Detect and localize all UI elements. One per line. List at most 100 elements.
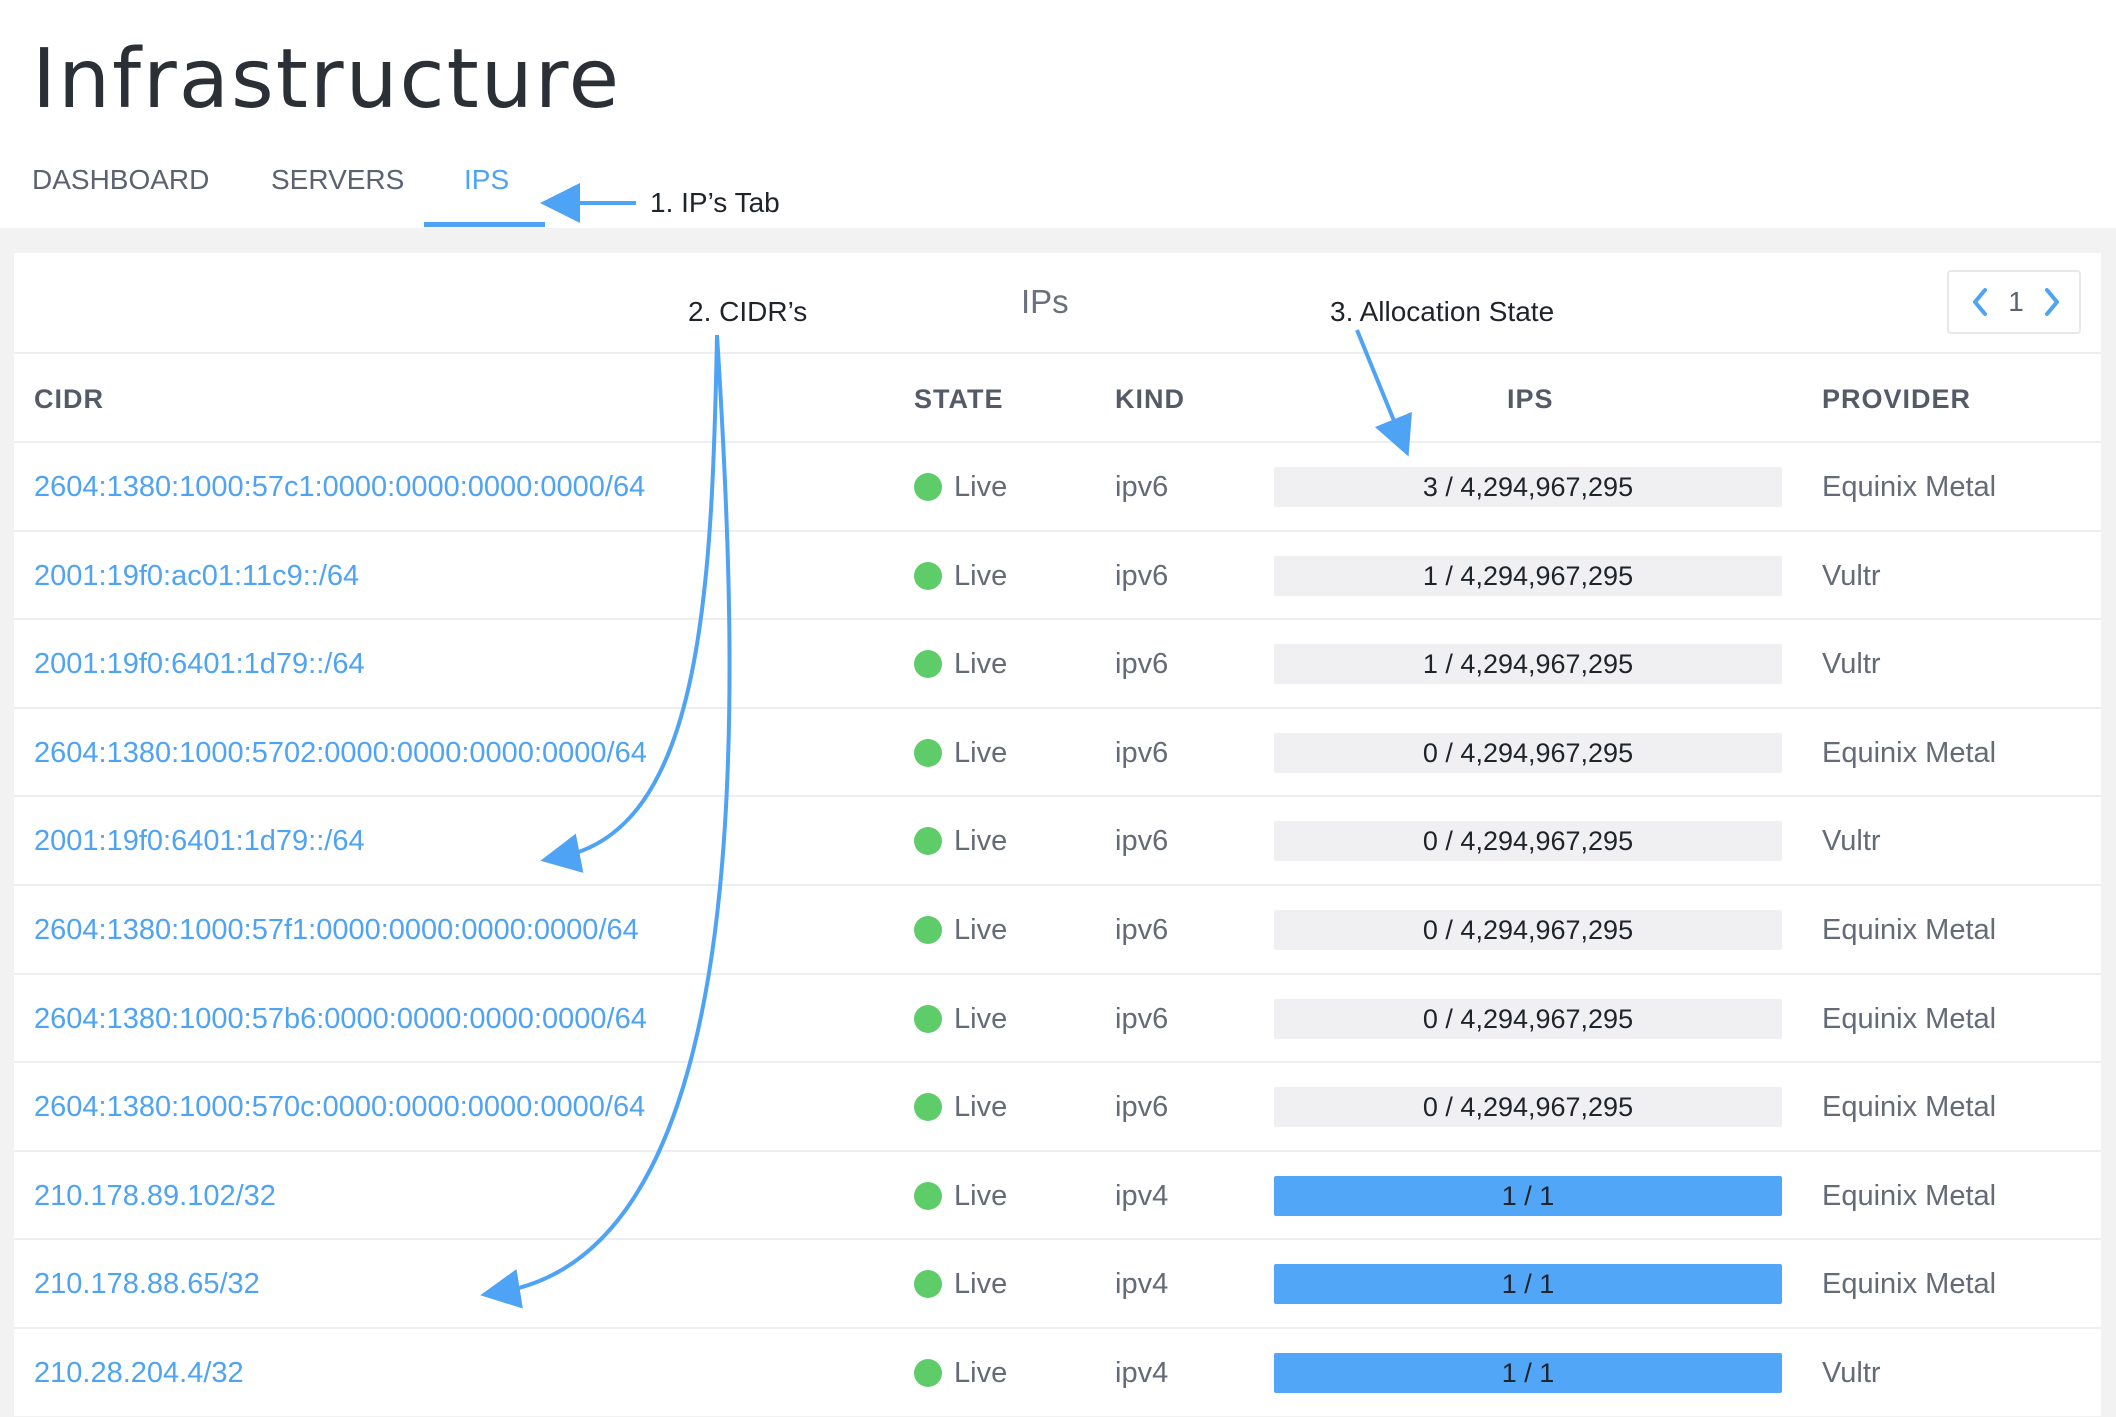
tab-ips[interactable]: IPS: [464, 164, 510, 195]
status-dot-icon: [914, 827, 942, 855]
column-header-state[interactable]: STATE: [914, 384, 1004, 414]
kind-cell: ipv6: [1115, 737, 1169, 769]
status-dot-icon: [914, 562, 942, 590]
annotation-tab: 1. IP’s Tab: [650, 187, 780, 218]
row-divider: [14, 1238, 2101, 1240]
tab-dashboard[interactable]: DASHBOARD: [32, 164, 210, 195]
table-row[interactable]: 2604:1380:1000:5702:0000:0000:0000:0000/…: [14, 709, 2101, 797]
pagination: 1: [1947, 270, 2081, 334]
kind-cell: ipv4: [1115, 1180, 1169, 1212]
cidr-link[interactable]: 2001:19f0:6401:1d79::/64: [34, 648, 365, 680]
status-dot-icon: [914, 739, 942, 767]
provider-cell: Equinix Metal: [1822, 914, 1997, 946]
kind-cell: ipv6: [1115, 648, 1169, 680]
column-header-provider[interactable]: PROVIDER: [1822, 384, 1972, 414]
allocation-bar: 1 / 1: [1274, 1264, 1782, 1304]
provider-cell: Equinix Metal: [1822, 471, 1997, 503]
tab-servers[interactable]: SERVERS: [271, 164, 405, 195]
table-row[interactable]: 2604:1380:1000:57f1:0000:0000:0000:0000/…: [14, 886, 2101, 974]
allocation-bar: 1 / 4,294,967,295: [1274, 556, 1782, 596]
row-divider: [14, 795, 2101, 797]
kind-cell: ipv6: [1115, 825, 1169, 857]
allocation-label: 1 / 1: [1501, 1181, 1555, 1211]
allocation-label: 0 / 4,294,967,295: [1422, 1092, 1634, 1122]
status-dot-icon: [914, 1270, 942, 1298]
cidr-link[interactable]: 2604:1380:1000:57c1:0000:0000:0000:0000/…: [34, 471, 646, 503]
table-row[interactable]: 2604:1380:1000:570c:0000:0000:0000:0000/…: [14, 1063, 2101, 1151]
chevron-left-icon[interactable]: [1963, 282, 1999, 322]
status-dot-icon: [914, 1182, 942, 1210]
tab-bar: DASHBOARD SERVERS IPS: [0, 150, 800, 228]
table-row[interactable]: 2604:1380:1000:57b6:0000:0000:0000:0000/…: [14, 975, 2101, 1063]
state-label: Live: [954, 648, 1008, 680]
row-divider: [14, 707, 2101, 709]
table-row[interactable]: 2001:19f0:ac01:11c9::/64 Live ipv6 1 / 4,29…: [14, 532, 2101, 620]
status-dot-icon: [914, 1359, 942, 1387]
provider-cell: Vultr: [1822, 825, 1881, 857]
cidr-link[interactable]: 2604:1380:1000:57b6:0000:0000:0000:0000/…: [34, 1003, 647, 1035]
provider-cell: Equinix Metal: [1822, 1091, 1997, 1123]
allocation-bar: 0 / 4,294,967,295: [1274, 733, 1782, 773]
state-label: Live: [954, 914, 1008, 946]
allocation-bar: 1 / 4,294,967,295: [1274, 644, 1782, 684]
table-row[interactable]: 210.178.88.65/32 Live ipv4 1 / 1 Equinix Met…: [14, 1240, 2101, 1328]
status-dot-icon: [914, 1093, 942, 1121]
cidr-link[interactable]: 2001:19f0:ac01:11c9::/64: [34, 560, 360, 592]
status-dot-icon: [914, 916, 942, 944]
status-dot-icon: [914, 650, 942, 678]
page-title: Infrastructure: [32, 32, 622, 127]
column-header-kind[interactable]: KIND: [1115, 384, 1185, 414]
cidr-link[interactable]: 2604:1380:1000:57f1:0000:0000:0000:0000/…: [34, 914, 639, 946]
allocation-bar-fill: [1274, 1176, 1782, 1216]
chevron-right-icon[interactable]: [2033, 282, 2069, 322]
allocation-bar: 1 / 1: [1274, 1176, 1782, 1216]
column-header-ips[interactable]: IPS: [1507, 384, 1554, 414]
row-divider: [14, 1061, 2101, 1063]
kind-cell: ipv6: [1115, 471, 1169, 503]
state-label: Live: [954, 737, 1008, 769]
table-row[interactable]: 210.28.204.4/32 Live ipv4 1 / 1 Vultr: [14, 1329, 2101, 1417]
active-tab-indicator: [424, 222, 545, 227]
status-dot-icon: [914, 473, 942, 501]
state-label: Live: [954, 1357, 1008, 1389]
annotation-cidrs: 2. CIDR’s: [688, 296, 808, 327]
allocation-bar-fill: [1274, 1264, 1782, 1304]
annotation-allocation: 3. Allocation State: [1330, 296, 1555, 327]
allocation-label: 1 / 1: [1501, 1269, 1555, 1299]
kind-cell: ipv6: [1115, 560, 1169, 592]
divider: [14, 352, 2101, 354]
column-header-cidr[interactable]: CIDR: [34, 384, 104, 414]
allocation-bar-fill: [1274, 1353, 1782, 1393]
state-label: Live: [954, 1180, 1008, 1212]
cidr-link[interactable]: 210.178.88.65/32: [34, 1268, 260, 1300]
allocation-label: 3 / 4,294,967,295: [1422, 472, 1634, 502]
allocation-label: 1 / 4,294,967,295: [1422, 561, 1634, 591]
cidr-link[interactable]: 2604:1380:1000:570c:0000:0000:0000:0000/…: [34, 1091, 646, 1123]
allocation-label: 0 / 4,294,967,295: [1422, 738, 1634, 768]
allocation-bar: 0 / 4,294,967,295: [1274, 1087, 1782, 1127]
kind-cell: ipv6: [1115, 914, 1169, 946]
row-divider: [14, 884, 2101, 886]
row-divider: [14, 1327, 2101, 1329]
state-label: Live: [954, 825, 1008, 857]
cidr-link[interactable]: 2001:19f0:6401:1d79::/64: [34, 825, 365, 857]
cidr-link[interactable]: 2604:1380:1000:5702:0000:0000:0000:0000/…: [34, 737, 647, 769]
provider-cell: Equinix Metal: [1822, 1268, 1997, 1300]
row-divider: [14, 973, 2101, 975]
cidr-link[interactable]: 210.28.204.4/32: [34, 1357, 244, 1389]
page-number: 1: [2008, 286, 2024, 317]
divider: [14, 441, 2101, 443]
top-bar: Infrastructure DASHBOARD SERVERS IPS: [0, 0, 2116, 228]
provider-cell: Equinix Metal: [1822, 737, 1997, 769]
allocation-bar: 3 / 4,294,967,295: [1274, 467, 1782, 507]
table-row[interactable]: 2604:1380:1000:57c1:0000:0000:0000:0000/…: [14, 443, 2101, 531]
panel-title: IPs: [1021, 283, 1069, 320]
table-row[interactable]: 210.178.89.102/32 Live ipv4 1 / 1 Equinix Me…: [14, 1152, 2101, 1240]
cidr-link[interactable]: 210.178.89.102/32: [34, 1180, 276, 1212]
table-row[interactable]: 2001:19f0:6401:1d79::/64 Live ipv6 1 / 4,29…: [14, 620, 2101, 708]
table-row[interactable]: 2001:19f0:6401:1d79::/64 Live ipv6 0 / 4,29…: [14, 797, 2101, 885]
provider-cell: Equinix Metal: [1822, 1003, 1997, 1035]
row-divider: [14, 530, 2101, 532]
allocation-bar: 1 / 1: [1274, 1353, 1782, 1393]
allocation-label: 1 / 4,294,967,295: [1422, 649, 1634, 679]
